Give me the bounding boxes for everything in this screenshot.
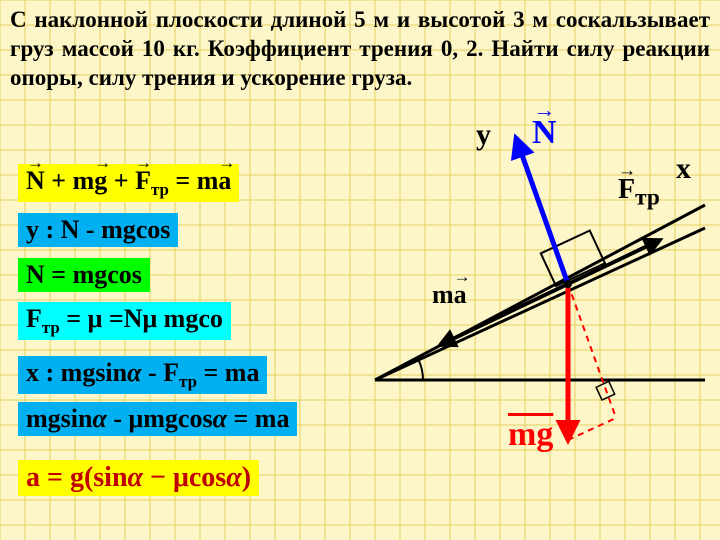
equation-x-sub: mgsinα - μmgcosα = ma [18,402,297,436]
equation-vec-sum: N + mg + Fтр = ma [18,164,239,202]
diagram-label-mg-lbl: mg [508,416,553,454]
diagram-label-N-lbl: N [532,114,557,152]
equation-result: a = g(sinα − μcosα) [18,460,259,496]
equation-y-proj: y : N - mgcos [18,213,178,247]
equation-n-eq: N = mgcos [18,258,150,292]
problem-statement: С наклонной плоскости длиной 5 м и высот… [10,6,710,92]
diagram-label-Ftr-lbl: Fтр [618,174,660,212]
force-diagram: yNxFтрmamg [360,120,710,480]
diagram-label-y-axis: y [476,118,491,152]
equation-ftr: Fтр = μ =Nμ mgco [18,302,231,340]
diagram-label-ma-lbl: ma [432,280,467,310]
diagram-label-x-axis: x [676,152,691,186]
equation-x-proj: x : mgsinα - Fтр = ma [18,356,267,394]
